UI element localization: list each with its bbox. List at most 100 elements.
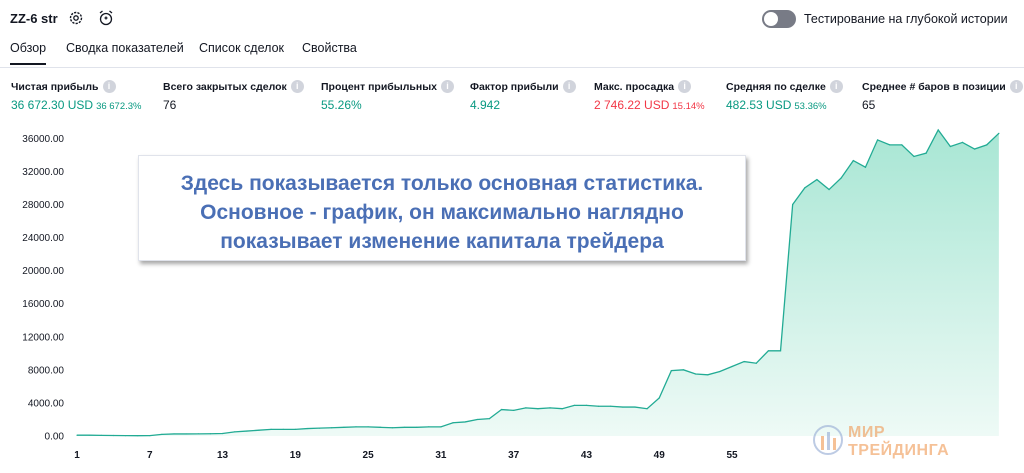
y-tick-label: 28000.00 — [22, 200, 64, 211]
equity-point — [476, 418, 478, 421]
deep-history-label: Тестирование на глубокой истории — [804, 12, 1008, 26]
equity-point — [864, 166, 867, 168]
equity-point — [901, 144, 903, 146]
equity-point — [646, 408, 648, 410]
equity-point — [246, 430, 248, 432]
equity-point — [852, 160, 854, 162]
equity-point — [76, 434, 78, 436]
equity-point — [173, 433, 175, 435]
metric-label: Фактор прибыли — [470, 80, 559, 93]
equity-point — [391, 427, 393, 429]
equity-point — [755, 362, 757, 364]
equity-point — [137, 435, 139, 437]
equity-point — [161, 433, 163, 435]
y-tick-label: 4000.00 — [28, 398, 65, 409]
metric-avg-bars-in-trade: Среднее # баров в позиции i 65 — [862, 80, 1023, 114]
equity-point — [270, 428, 272, 430]
equity-point — [767, 350, 770, 352]
equity-point — [513, 409, 515, 411]
equity-point — [804, 187, 806, 189]
equity-point — [634, 406, 636, 408]
y-axis: 0.00 4000.00 8000.00 12000.00 16000.00 20000.… — [22, 134, 64, 443]
info-icon[interactable]: i — [678, 80, 692, 93]
equity-point — [840, 177, 842, 179]
x-axis: 1 7 13 19 25 31 37 43 49 55 — [74, 450, 738, 461]
equity-point — [937, 129, 939, 131]
tab-bar: Обзор Сводка показателей Список сделок С… — [0, 36, 1024, 68]
info-icon[interactable]: i — [1009, 80, 1023, 93]
metric-label: Средняя по сделке — [726, 80, 826, 93]
equity-point — [197, 433, 199, 435]
equity-point — [719, 370, 721, 373]
equity-point — [355, 426, 357, 428]
top-bar: ZZ-6 str Тестирование на глубокой истори… — [0, 0, 1024, 36]
metric-value: 76 — [163, 98, 177, 112]
info-icon[interactable]: i — [102, 80, 116, 93]
equity-point — [998, 132, 1000, 134]
toggle-knob — [764, 12, 778, 26]
equity-point — [949, 145, 951, 148]
equity-point — [585, 404, 588, 406]
x-tick-label: 1 — [74, 450, 80, 461]
equity-point — [986, 144, 988, 146]
metric-profit-factor: Фактор прибыли i 4.942 — [470, 80, 576, 114]
equity-points — [76, 129, 1000, 437]
equity-point — [622, 406, 624, 408]
metric-percent: 53.36% — [794, 101, 827, 112]
equity-point — [610, 405, 612, 407]
tab-performance-summary[interactable]: Сводка показателей — [66, 41, 184, 55]
equity-point — [961, 141, 964, 144]
equity-point — [682, 369, 685, 371]
equity-point — [112, 434, 114, 437]
equity-point — [573, 404, 575, 406]
tab-properties[interactable]: Свойства — [302, 41, 357, 55]
equity-point — [318, 427, 321, 429]
metric-label: Среднее # баров в позиции — [862, 80, 1006, 93]
tab-trades-list[interactable]: Список сделок — [199, 41, 284, 55]
annotation-callout: Здесь показывается только основная стати… — [138, 155, 746, 261]
equity-point — [743, 360, 745, 363]
metric-total-closed-trades: Всего закрытых сделок i 76 — [163, 80, 304, 114]
tab-overview[interactable]: Обзор — [10, 41, 47, 65]
info-icon[interactable]: i — [562, 80, 576, 93]
equity-point — [695, 373, 697, 375]
info-icon[interactable]: i — [441, 80, 455, 93]
gear-icon[interactable] — [67, 9, 85, 27]
watermark-text: МИР — [848, 424, 885, 441]
y-tick-label: 16000.00 — [22, 299, 64, 310]
equity-point — [403, 426, 406, 428]
equity-point — [500, 408, 503, 411]
equity-point — [294, 428, 296, 430]
alarm-clock-icon[interactable] — [97, 9, 115, 27]
metric-value: 55.26% — [321, 98, 362, 112]
info-icon[interactable]: i — [829, 80, 843, 93]
equity-point — [234, 431, 236, 433]
x-tick-label: 55 — [726, 450, 738, 461]
y-tick-label: 24000.00 — [22, 233, 64, 244]
equity-point — [925, 152, 927, 154]
equity-point — [876, 139, 879, 141]
x-tick-label: 49 — [654, 450, 666, 461]
metric-max-drawdown: Макс. просадка i 2 746.22 USD 15.14% — [594, 80, 705, 114]
equity-point — [889, 144, 891, 146]
y-tick-label: 0.00 — [45, 432, 65, 443]
equity-point — [828, 188, 830, 191]
equity-point — [792, 203, 794, 206]
equity-point — [670, 370, 672, 372]
metric-avg-trade: Средняя по сделке i 482.53 USD 53.36% — [726, 80, 843, 114]
callout-line: Здесь показывается только основная стати… — [180, 172, 704, 195]
equity-point — [149, 434, 151, 437]
watermark: МИР ТРЕЙДИНГА — [806, 418, 1006, 468]
metric-label: Чистая прибыль — [11, 80, 99, 93]
metric-value: 482.53 USD — [726, 98, 792, 112]
equity-point — [974, 148, 976, 150]
info-icon[interactable]: i — [290, 80, 304, 93]
deep-history-toggle[interactable] — [762, 10, 796, 28]
metric-label: Всего закрытых сделок — [163, 80, 287, 93]
x-tick-label: 19 — [290, 450, 302, 461]
equity-point — [452, 422, 454, 424]
y-tick-label: 36000.00 — [22, 134, 64, 145]
equity-point — [779, 350, 782, 352]
equity-point — [379, 426, 381, 428]
equity-point — [488, 418, 491, 420]
